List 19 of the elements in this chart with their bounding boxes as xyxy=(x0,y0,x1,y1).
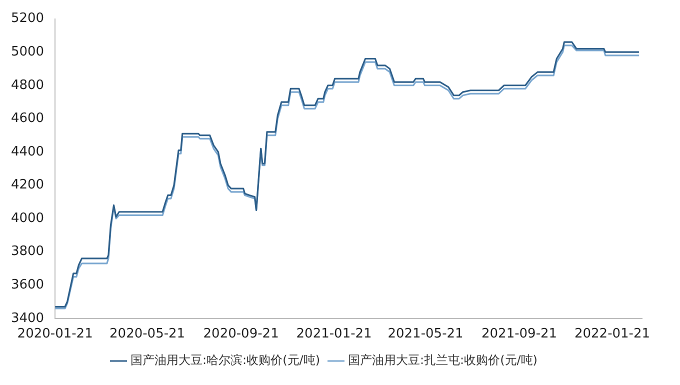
y-tick-label: 4800 xyxy=(10,78,44,93)
y-tick-label: 4600 xyxy=(10,111,44,126)
y-tick-label: 4000 xyxy=(10,210,44,226)
x-tick-label: 2021-05-21 xyxy=(388,326,464,342)
y-tick-label: 3600 xyxy=(10,277,44,292)
x-tick-label: 2021-09-21 xyxy=(482,326,558,342)
x-tick-label: 2021-01-21 xyxy=(296,326,372,342)
y-tick-label: 5000 xyxy=(10,44,44,60)
x-tick-label: 2020-09-21 xyxy=(203,326,279,342)
y-tick-label: 5200 xyxy=(10,11,44,26)
legend-label: 国产油用大豆:哈尔滨:收购价(元/吨) xyxy=(130,353,320,368)
x-tick-label: 2020-05-21 xyxy=(110,326,186,342)
y-tick-label: 4400 xyxy=(10,144,44,160)
y-tick-label: 3400 xyxy=(10,310,44,326)
legend-label: 国产油用大豆:扎兰屯:收购价(元/吨) xyxy=(348,353,538,368)
x-tick-label: 2022-01-21 xyxy=(574,326,650,342)
y-tick-label: 3800 xyxy=(10,244,44,260)
x-tick-label: 2020-01-21 xyxy=(17,326,93,342)
y-tick-label: 4200 xyxy=(10,178,44,193)
